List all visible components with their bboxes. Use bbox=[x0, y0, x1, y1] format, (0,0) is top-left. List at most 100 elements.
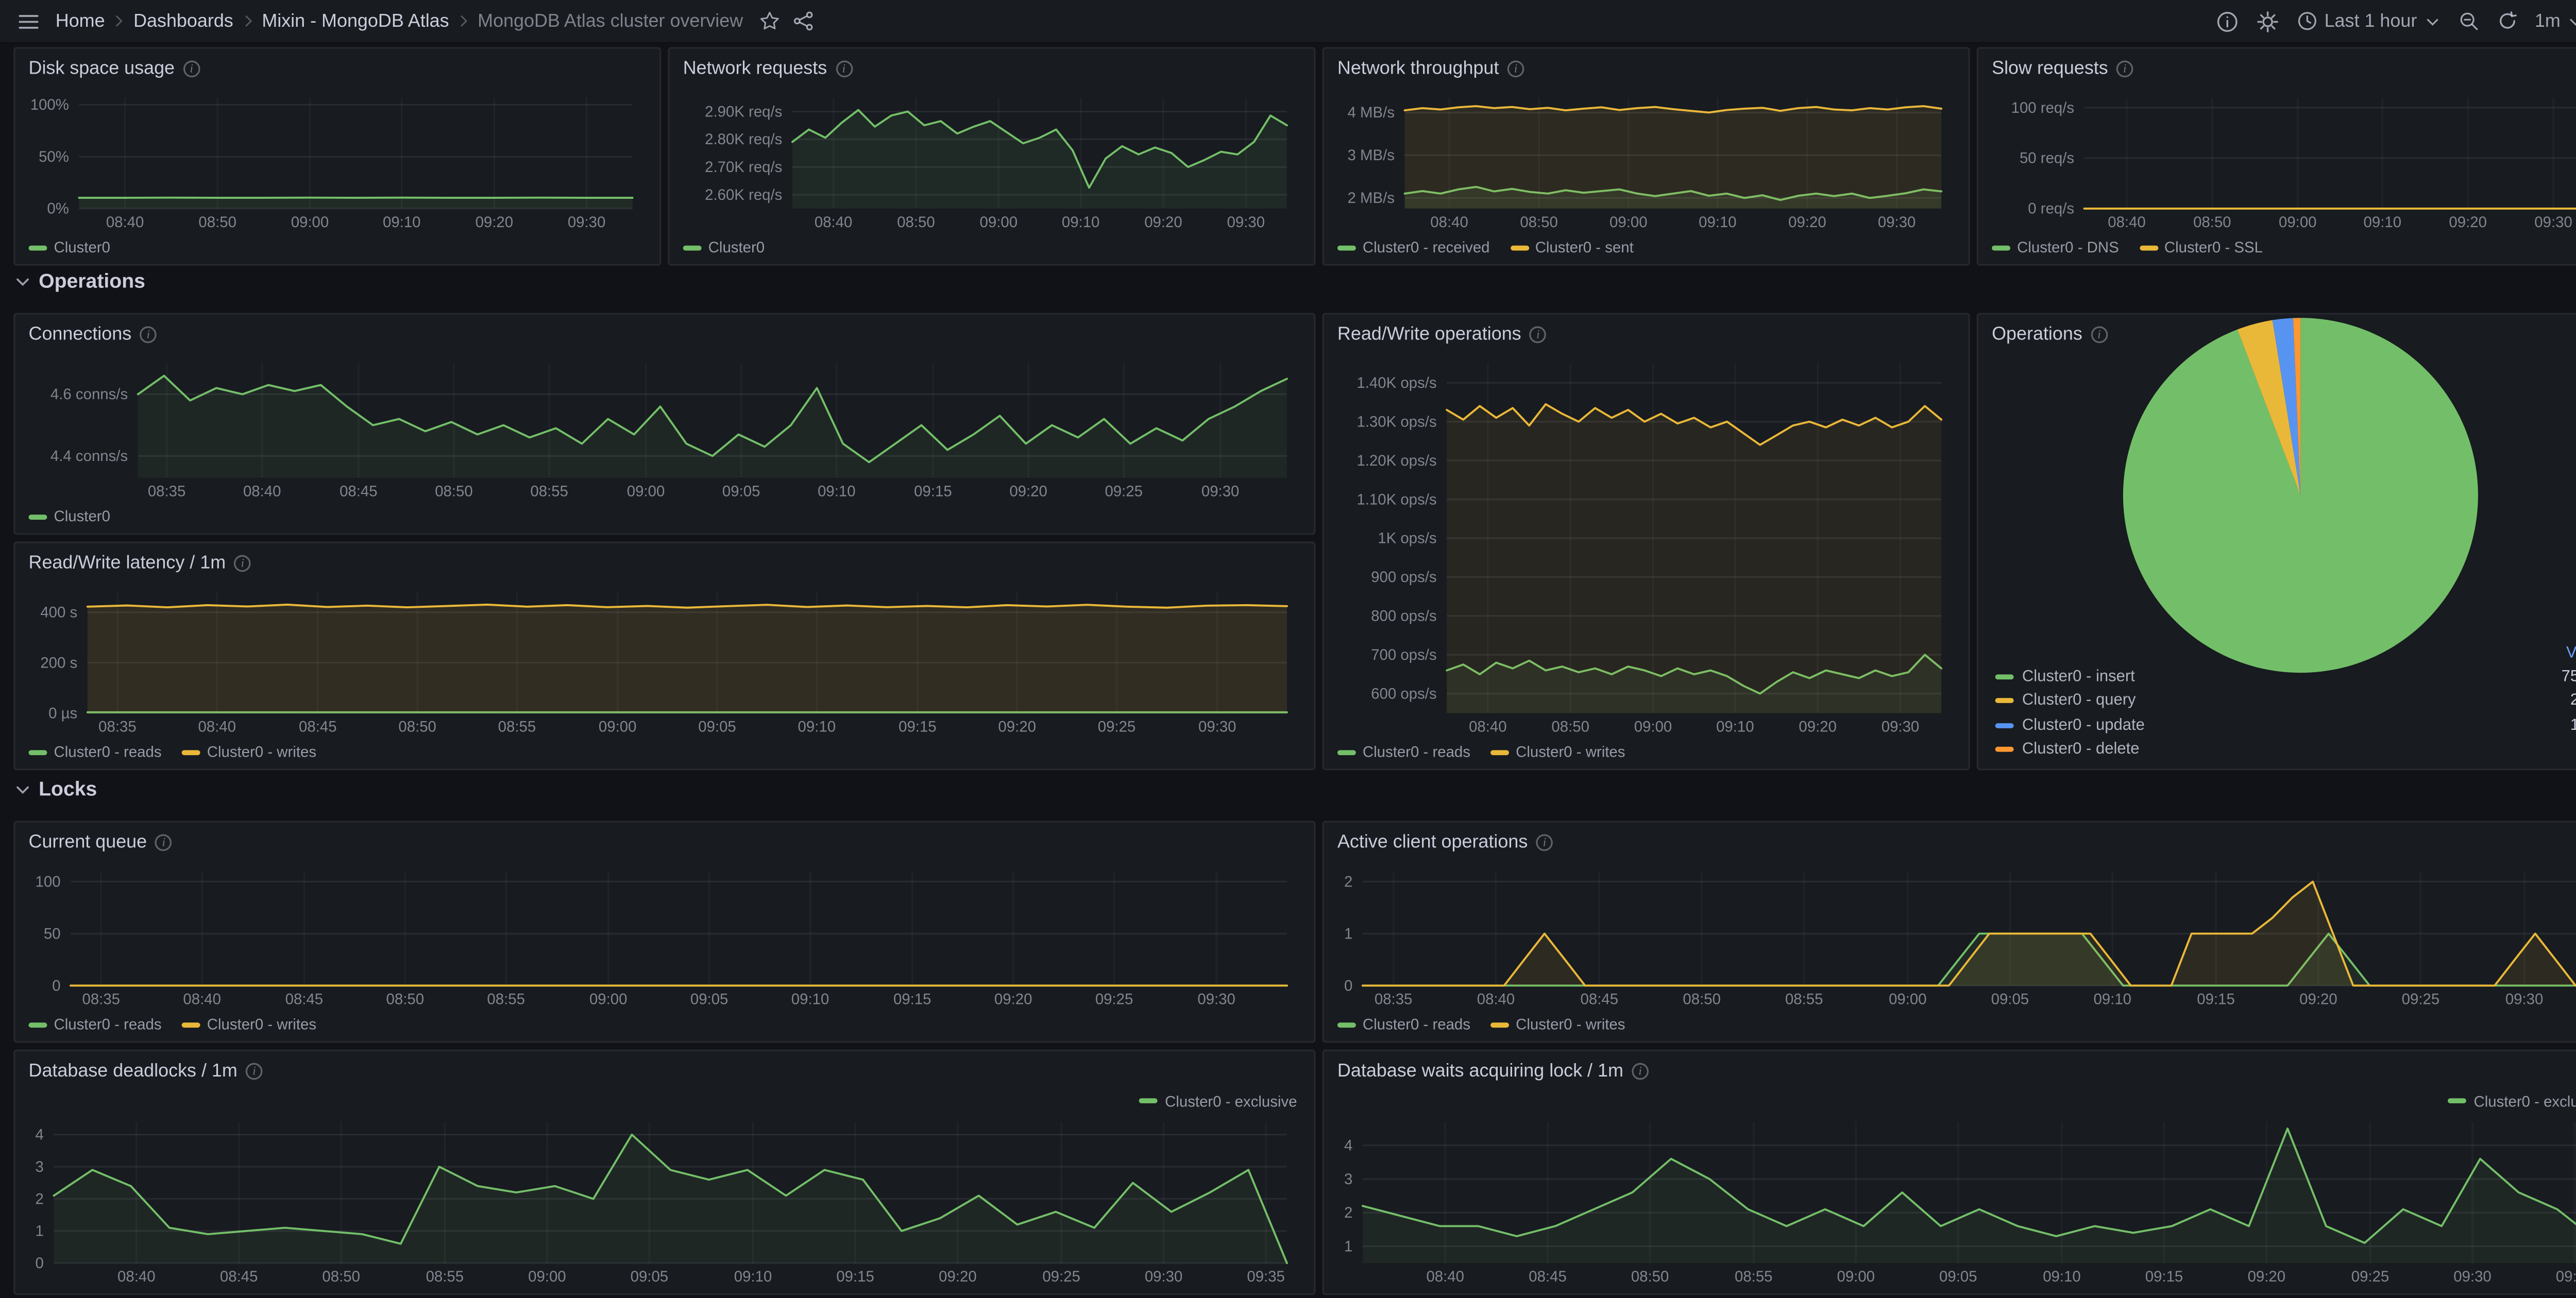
info-icon[interactable] bbox=[2091, 326, 2108, 344]
timeseries-chart[interactable]: 4.4 conns/s 4.6 conns/s 08:35 08:40 08:45 08:… bbox=[25, 353, 1300, 503]
panel-header[interactable]: Database waits acquiring lock / 1m bbox=[1324, 1051, 2576, 1087]
table-row[interactable]: Cluster0 - query2614 bbox=[1992, 689, 2576, 713]
legend-item[interactable]: Cluster0 - exclusive bbox=[1140, 1092, 1297, 1109]
time-range-picker[interactable]: Last 1 hour bbox=[2296, 10, 2441, 32]
panel-connections: Connections 4.4 conns/s 4.6 conns/s 08:35 0… bbox=[13, 313, 1316, 535]
info-icon[interactable] bbox=[1536, 834, 1553, 851]
refresh-button[interactable] bbox=[2496, 10, 2518, 32]
panel-header[interactable]: Read/Write operations bbox=[1324, 315, 1969, 350]
legend-item[interactable]: Cluster0 - writes bbox=[1490, 1016, 1625, 1033]
refresh-interval-dropdown[interactable]: 1m bbox=[2535, 11, 2576, 31]
panel-header[interactable]: Active client operations bbox=[1324, 823, 2576, 858]
svg-text:08:40: 08:40 bbox=[198, 718, 236, 735]
timeseries-chart[interactable]: 0 1 2 08:35 08:40 08:45 08:50 08:55 09:00 09:05 09… bbox=[1334, 861, 2576, 1011]
legend-item[interactable]: Cluster0 - exclusive bbox=[2448, 1092, 2576, 1109]
legend-item[interactable]: Cluster0 - sent bbox=[1510, 239, 1634, 255]
legend-item[interactable]: Cluster0 - SSL bbox=[2139, 239, 2263, 255]
breadcrumb-home[interactable]: Home bbox=[55, 11, 105, 31]
info-icon[interactable] bbox=[1632, 1063, 1649, 1080]
panel-disk-space-usage: Disk space usage 0% 50% 100% 08:40 08:50 09:0… bbox=[13, 47, 662, 266]
section-locks[interactable]: Locks bbox=[13, 777, 97, 800]
table-row[interactable]: Cluster0 - insert75897 bbox=[1992, 664, 2576, 689]
timeseries-chart[interactable]: 0 req/s 50 req/s 100 req/s 08:40 08:50 09:00 0… bbox=[1989, 88, 2576, 234]
legend-item[interactable]: Cluster0 - received bbox=[1337, 239, 1490, 255]
info-icon[interactable] bbox=[2116, 60, 2133, 78]
panel-header[interactable]: Disk space usage bbox=[15, 49, 659, 84]
svg-text:09:30: 09:30 bbox=[2534, 214, 2572, 231]
legend-item[interactable]: Cluster0 bbox=[28, 508, 110, 525]
timeseries-chart[interactable]: 2 MB/s 3 MB/s 4 MB/s 08:40 08:50 09:00 09:10 09… bbox=[1334, 88, 1955, 234]
legend-item[interactable]: Cluster0 - reads bbox=[28, 1016, 162, 1033]
timeseries-chart[interactable]: 1 2 3 4 08:40 08:45 08:50 08:55 09:00 09:05 09:10 0… bbox=[1334, 1112, 2576, 1288]
legend-item[interactable]: Cluster0 - writes bbox=[1490, 743, 1625, 760]
panel-title: Read/Write operations bbox=[1337, 324, 1521, 345]
info-icon[interactable] bbox=[1507, 60, 1524, 78]
svg-text:09:15: 09:15 bbox=[914, 483, 952, 500]
table-row[interactable]: Cluster0 - update1508 bbox=[1992, 713, 2576, 737]
info-icon[interactable] bbox=[246, 1063, 263, 1080]
breadcrumb-dashboards[interactable]: Dashboards bbox=[133, 11, 233, 31]
svg-text:09:10: 09:10 bbox=[818, 483, 856, 500]
panel-header[interactable]: Slow requests bbox=[1978, 49, 2576, 84]
panel-header[interactable]: Read/Write latency / 1m bbox=[15, 543, 1314, 579]
info-icon[interactable] bbox=[140, 326, 157, 344]
legend-item[interactable]: Cluster0 - writes bbox=[181, 743, 316, 760]
panel-current-queue: Current queue 0 50 100 08:35 08:40 08:45 08:50… bbox=[13, 821, 1316, 1043]
timeseries-chart[interactable]: 0% 50% 100% 08:40 08:50 09:00 09:10 09:20 09:30 bbox=[25, 88, 646, 234]
svg-text:09:10: 09:10 bbox=[383, 214, 421, 231]
legend-item[interactable]: Cluster0 - reads bbox=[28, 743, 162, 760]
panel-header[interactable]: Network throughput bbox=[1324, 49, 1969, 84]
timeseries-chart[interactable]: 0 50 100 08:35 08:40 08:45 08:50 08:55 09:00 09:0… bbox=[25, 861, 1300, 1011]
panel-header[interactable]: Connections bbox=[15, 315, 1314, 350]
timeseries-chart[interactable]: 0 µs 200 s 400 s 08:35 08:40 08:45 08:50 08:55 0… bbox=[25, 582, 1300, 739]
legend-item[interactable]: Cluster0 - reads bbox=[1337, 743, 1470, 760]
legend-item[interactable]: Cluster0 - reads bbox=[1337, 1016, 1470, 1033]
time-range-label: Last 1 hour bbox=[2324, 11, 2417, 31]
svg-text:09:05: 09:05 bbox=[1939, 1268, 1977, 1285]
legend-item[interactable]: Cluster0 - writes bbox=[181, 1016, 316, 1033]
svg-text:09:30: 09:30 bbox=[1227, 214, 1265, 231]
chart-legend: Cluster0 bbox=[680, 235, 1300, 259]
svg-text:09:20: 09:20 bbox=[1144, 214, 1182, 231]
legend-item[interactable]: Cluster0 - DNS bbox=[1992, 239, 2119, 255]
share-button[interactable] bbox=[792, 10, 814, 32]
dashboard-insights-button[interactable] bbox=[2215, 9, 2239, 33]
pie-chart[interactable] bbox=[1992, 318, 2576, 673]
timeseries-chart[interactable]: 0 1 2 3 4 08:40 08:45 08:50 08:55 09:00 09:05 09:10… bbox=[25, 1112, 1300, 1288]
panel-title: Active client operations bbox=[1337, 832, 1528, 853]
favorite-star-button[interactable] bbox=[758, 10, 780, 32]
svg-text:08:55: 08:55 bbox=[1785, 990, 1823, 1007]
svg-text:08:50: 08:50 bbox=[2193, 214, 2231, 231]
svg-text:09:20: 09:20 bbox=[1799, 718, 1837, 735]
svg-text:1.10K ops/s: 1.10K ops/s bbox=[1357, 491, 1436, 508]
info-icon[interactable] bbox=[835, 60, 853, 78]
section-operations[interactable]: Operations bbox=[13, 269, 145, 293]
svg-text:09:10: 09:10 bbox=[798, 718, 836, 735]
svg-text:09:25: 09:25 bbox=[1098, 718, 1136, 735]
svg-text:09:05: 09:05 bbox=[1991, 990, 2029, 1007]
panel-header[interactable]: Database deadlocks / 1m bbox=[15, 1051, 1314, 1087]
menu-toggle-button[interactable] bbox=[17, 9, 41, 33]
timeseries-chart[interactable]: 2.60K req/s 2.70K req/s 2.80K req/s 2.90K r… bbox=[680, 88, 1300, 234]
breadcrumb-folder[interactable]: Mixin - MongoDB Atlas bbox=[262, 11, 449, 31]
table-row[interactable]: Cluster0 - delete534 bbox=[1992, 738, 2576, 762]
dashboard-settings-button[interactable] bbox=[2256, 9, 2279, 33]
legend-item[interactable]: Cluster0 bbox=[683, 239, 765, 255]
info-icon[interactable] bbox=[155, 834, 173, 851]
svg-text:08:35: 08:35 bbox=[98, 718, 137, 735]
value-column-header[interactable]: Value bbox=[2566, 643, 2576, 662]
info-icon[interactable] bbox=[1529, 326, 1547, 344]
panel-header[interactable]: Current queue bbox=[15, 823, 1314, 858]
svg-text:08:45: 08:45 bbox=[220, 1268, 258, 1285]
panel-network-throughput: Network throughput 2 MB/s 3 MB/s 4 MB/s 08:… bbox=[1322, 47, 1970, 266]
info-icon[interactable] bbox=[183, 60, 200, 78]
panel-header[interactable]: Operations bbox=[1978, 315, 2576, 350]
info-icon[interactable] bbox=[234, 555, 251, 572]
svg-text:0%: 0% bbox=[47, 200, 69, 217]
legend-item[interactable]: Cluster0 bbox=[28, 239, 110, 255]
panel-header[interactable]: Network requests bbox=[670, 49, 1314, 84]
timeseries-chart[interactable]: 600 ops/s 700 ops/s 800 ops/s 900 ops/s 1K o… bbox=[1334, 353, 1955, 739]
svg-text:09:10: 09:10 bbox=[1699, 214, 1737, 231]
svg-text:2: 2 bbox=[1344, 1204, 1352, 1221]
zoom-out-time-button[interactable] bbox=[2458, 10, 2479, 32]
